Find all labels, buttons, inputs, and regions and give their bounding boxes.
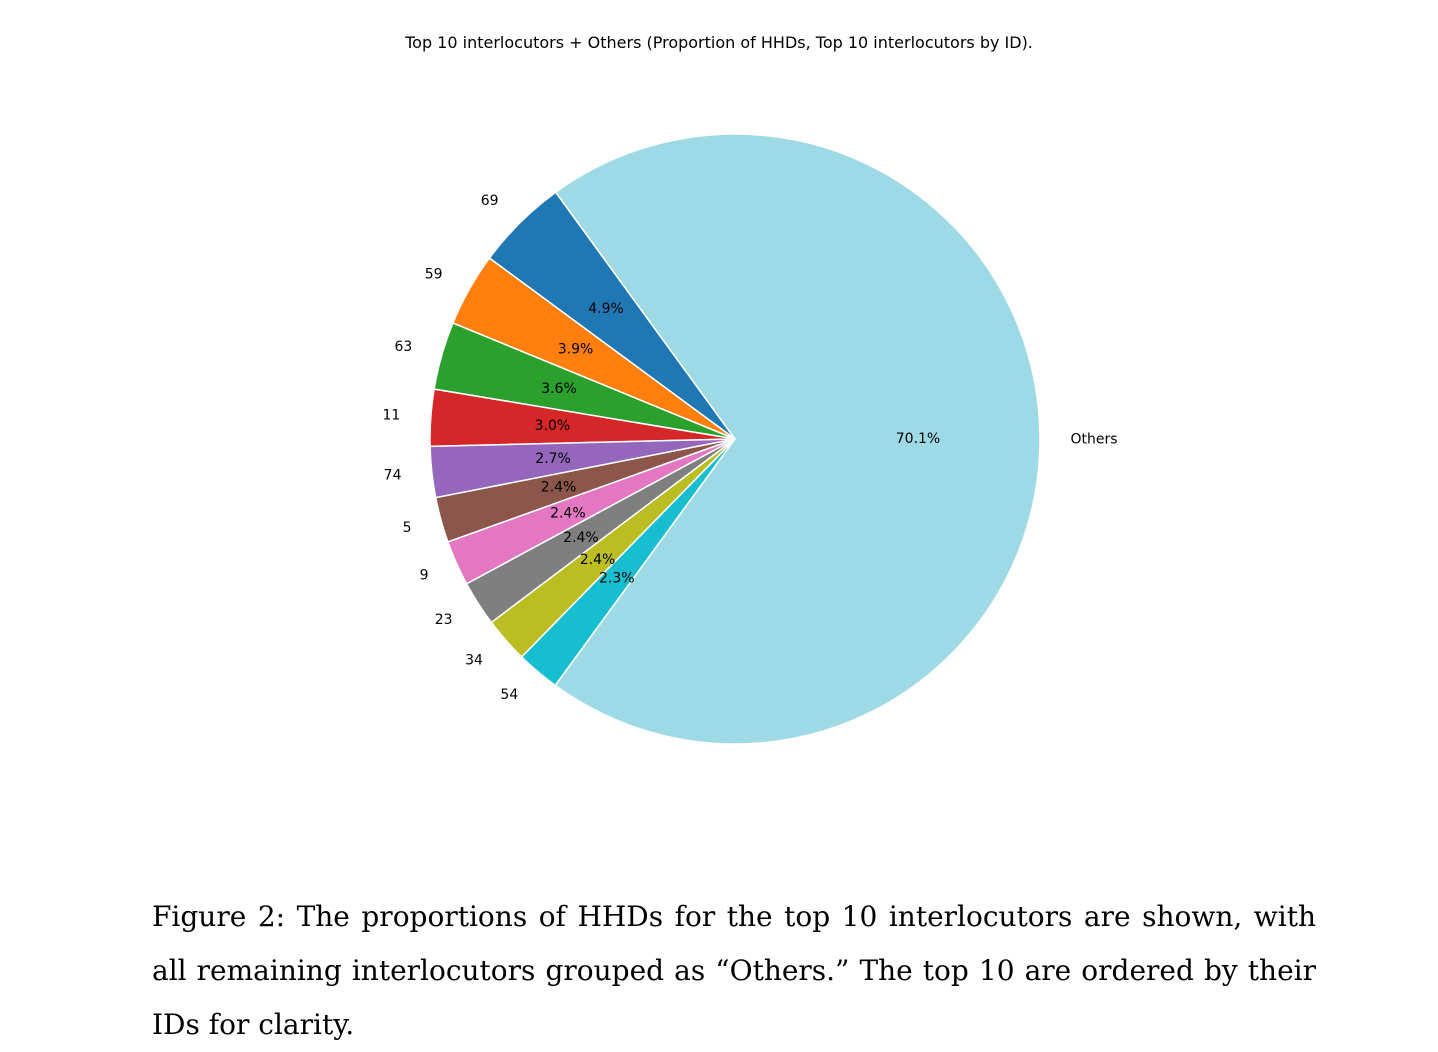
slice-label-23: 23	[435, 612, 453, 628]
pct-label-9: 2.4%	[550, 506, 586, 522]
slice-label-11: 11	[382, 408, 400, 424]
pct-label-69: 4.9%	[588, 301, 624, 317]
pie-slice-others	[554, 133, 1041, 745]
slice-label-others: Others	[1070, 431, 1117, 447]
slice-label-9: 9	[420, 568, 429, 584]
chart-title: Top 10 interlocutors + Others (Proportio…	[405, 33, 1033, 52]
pct-label-54: 2.3%	[599, 571, 635, 587]
pct-label-63: 3.6%	[541, 381, 577, 397]
slice-label-74: 74	[384, 467, 402, 483]
slice-label-59: 59	[425, 266, 443, 282]
pct-label-59: 3.9%	[558, 341, 594, 357]
pct-label-74: 2.7%	[535, 451, 571, 467]
slice-label-54: 54	[500, 687, 518, 703]
pct-label-34: 2.4%	[580, 552, 616, 568]
slice-label-5: 5	[403, 520, 412, 536]
pct-label-others: 70.1%	[896, 431, 940, 447]
slice-label-34: 34	[465, 652, 483, 668]
slice-label-69: 69	[481, 193, 499, 209]
slice-label-63: 63	[394, 339, 412, 355]
pct-label-5: 2.4%	[541, 480, 577, 496]
pie-chart: 69 4.9% 59 3.9% 63 3.6% 11 3.0% 74 2.7% 5 2.4% 9 2.4%…	[382, 133, 1118, 745]
figure-caption: Figure 2: The proportions of HHDs for th…	[152, 900, 1316, 1041]
pct-label-23: 2.4%	[563, 530, 599, 546]
pct-label-11: 3.0%	[535, 418, 571, 434]
